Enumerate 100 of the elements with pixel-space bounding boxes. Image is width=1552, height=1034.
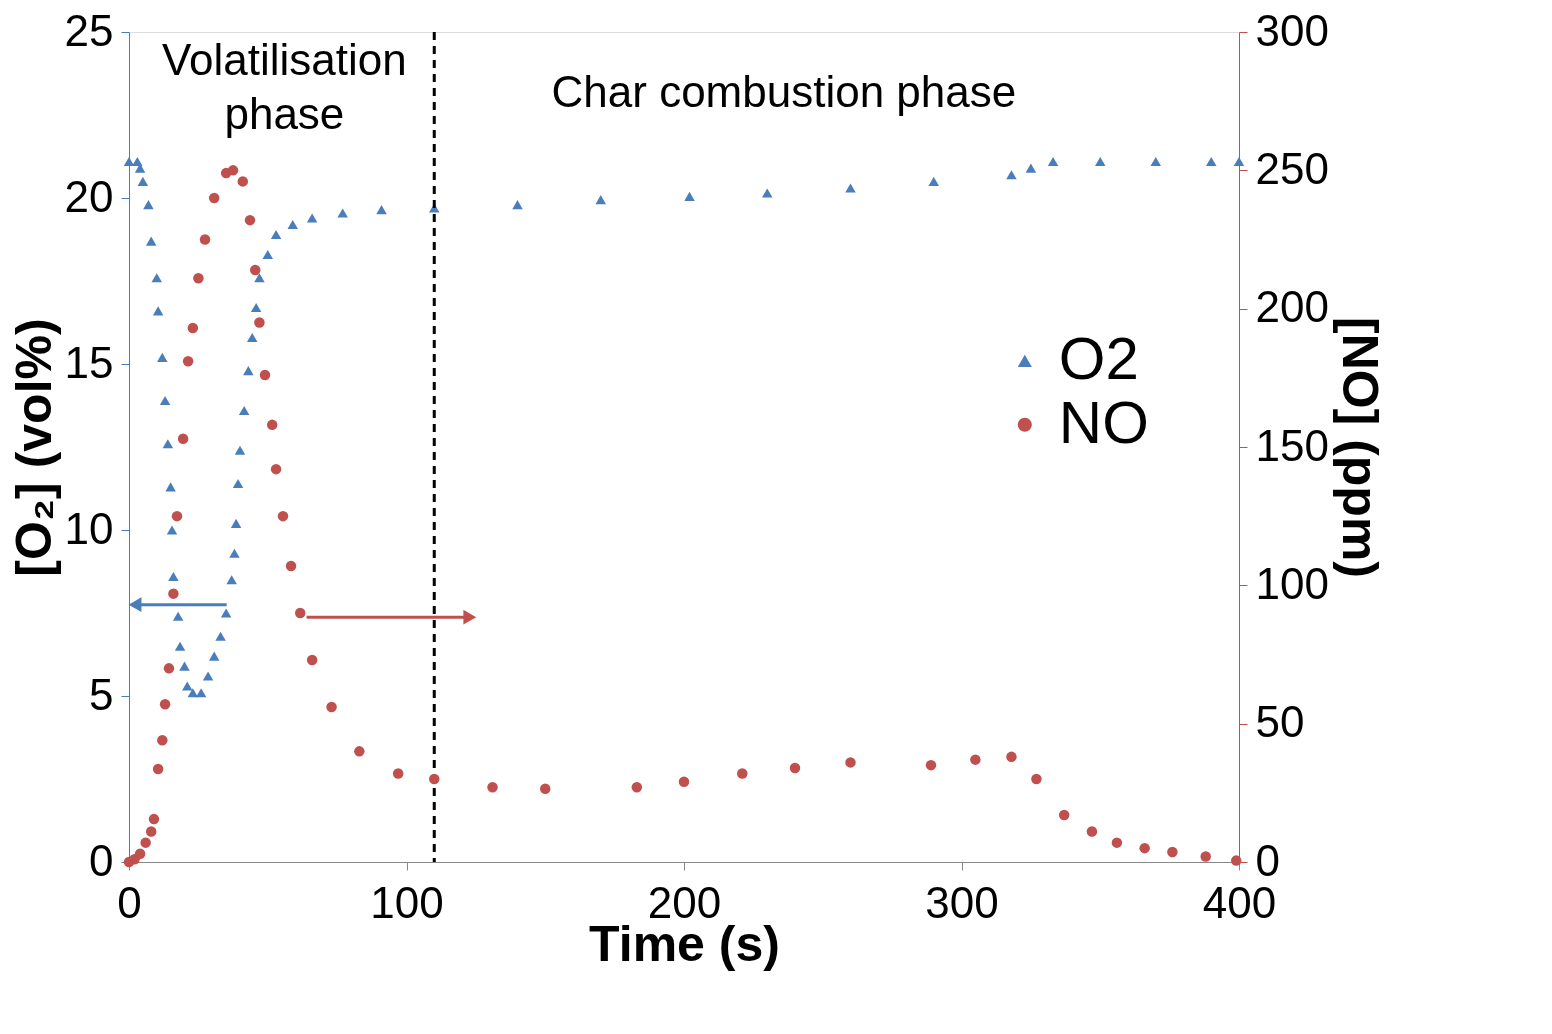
point bbox=[1047, 156, 1059, 167]
point bbox=[1031, 773, 1042, 785]
point bbox=[970, 754, 981, 765]
point bbox=[166, 525, 178, 535]
point bbox=[134, 848, 146, 859]
point bbox=[140, 837, 151, 848]
point bbox=[250, 264, 261, 276]
point bbox=[789, 762, 801, 774]
point bbox=[215, 631, 226, 641]
point bbox=[595, 195, 606, 205]
point bbox=[1139, 842, 1150, 854]
point bbox=[925, 759, 937, 771]
point bbox=[246, 332, 258, 342]
point bbox=[151, 273, 162, 283]
point bbox=[195, 688, 207, 698]
y-tick-label: 20 bbox=[64, 171, 114, 221]
point bbox=[168, 571, 179, 582]
point bbox=[145, 826, 157, 837]
point bbox=[1200, 851, 1211, 862]
point bbox=[429, 773, 440, 785]
point bbox=[259, 369, 271, 381]
point bbox=[174, 641, 186, 651]
point bbox=[230, 518, 242, 528]
x-tick-label: 300 bbox=[925, 877, 999, 927]
point bbox=[354, 746, 365, 757]
point bbox=[326, 701, 337, 713]
point bbox=[145, 236, 157, 246]
point bbox=[229, 548, 240, 558]
point bbox=[199, 234, 211, 245]
point bbox=[1006, 170, 1017, 180]
point bbox=[162, 439, 174, 449]
point bbox=[512, 200, 523, 210]
annotation: Volatilisation phase bbox=[162, 35, 407, 138]
point bbox=[234, 445, 246, 455]
point bbox=[132, 156, 143, 167]
point bbox=[1006, 751, 1017, 763]
point bbox=[762, 188, 773, 198]
point bbox=[845, 757, 856, 768]
point bbox=[737, 768, 748, 779]
point bbox=[182, 356, 194, 367]
point bbox=[157, 735, 168, 746]
point bbox=[928, 176, 939, 186]
point bbox=[137, 176, 149, 186]
point bbox=[1206, 156, 1217, 167]
point bbox=[306, 654, 318, 666]
point bbox=[152, 306, 164, 316]
point bbox=[208, 651, 220, 661]
point bbox=[148, 813, 160, 825]
point bbox=[277, 510, 289, 522]
point bbox=[1095, 156, 1106, 167]
y2-tick-label: 50 bbox=[1255, 697, 1305, 747]
point bbox=[294, 607, 306, 619]
point bbox=[238, 405, 250, 416]
point bbox=[1058, 809, 1070, 821]
point bbox=[1230, 855, 1242, 866]
point bbox=[159, 395, 171, 406]
point bbox=[1025, 163, 1037, 173]
point bbox=[845, 183, 856, 193]
y-tick-label: 25 bbox=[64, 5, 114, 55]
point bbox=[487, 782, 498, 793]
point bbox=[182, 681, 193, 691]
point bbox=[208, 192, 220, 204]
point bbox=[1233, 156, 1245, 167]
point bbox=[152, 763, 164, 775]
y2-axis-title: [NO] (ppm) bbox=[1331, 316, 1388, 579]
point bbox=[163, 663, 175, 674]
point bbox=[540, 783, 551, 794]
point bbox=[270, 229, 282, 240]
x-tick-label: 100 bbox=[370, 877, 444, 927]
point bbox=[179, 661, 190, 671]
point bbox=[202, 671, 214, 681]
point bbox=[226, 575, 237, 585]
point bbox=[306, 213, 318, 223]
point bbox=[193, 273, 204, 284]
point bbox=[270, 463, 282, 475]
point bbox=[168, 588, 179, 599]
point bbox=[376, 205, 387, 215]
point bbox=[1150, 156, 1161, 167]
point bbox=[187, 688, 199, 698]
point bbox=[1086, 826, 1098, 837]
point bbox=[243, 366, 254, 376]
y-tick-label: 15 bbox=[64, 337, 114, 387]
y-tick-label: 0 bbox=[89, 835, 114, 885]
y2-tick-label: 200 bbox=[1255, 282, 1329, 332]
annotation: Char combustion phase bbox=[551, 67, 1017, 116]
point bbox=[232, 478, 244, 489]
point bbox=[1167, 846, 1178, 858]
point bbox=[287, 220, 298, 230]
point bbox=[244, 214, 256, 226]
point bbox=[262, 249, 273, 259]
point bbox=[171, 510, 183, 522]
point bbox=[254, 273, 265, 283]
point bbox=[157, 352, 168, 362]
point bbox=[285, 560, 297, 572]
point bbox=[165, 482, 176, 492]
y-tick-label: 5 bbox=[89, 669, 114, 719]
point bbox=[392, 768, 404, 779]
y2-tick-label: 250 bbox=[1255, 143, 1329, 193]
point bbox=[266, 419, 278, 431]
point bbox=[177, 433, 189, 444]
